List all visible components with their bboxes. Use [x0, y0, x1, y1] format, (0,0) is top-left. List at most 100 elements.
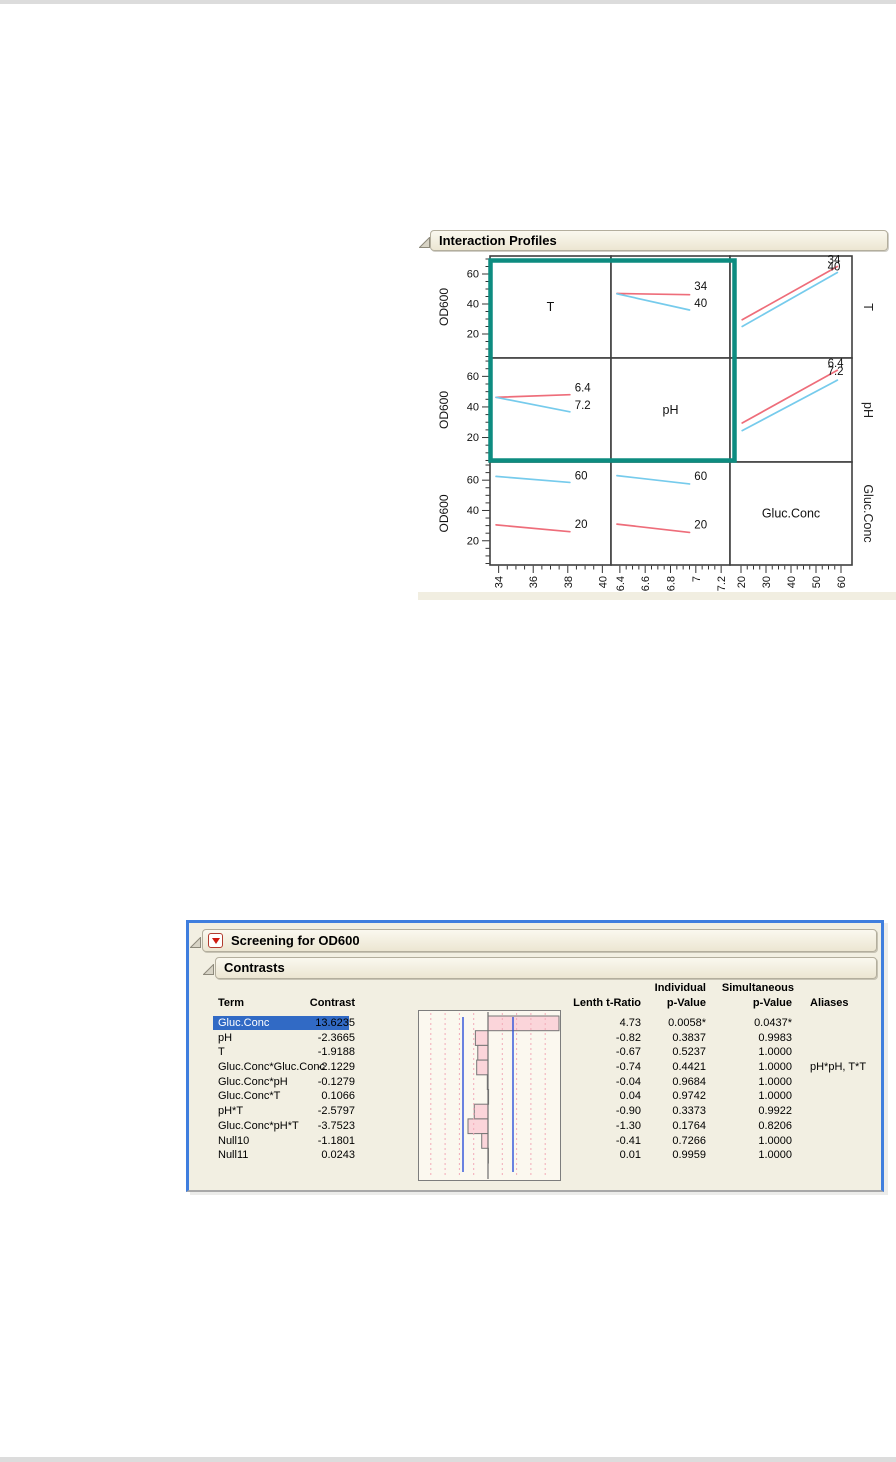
svg-text:20: 20	[467, 535, 479, 547]
contrast-cell: -1.1801	[317, 1134, 355, 1147]
lenth-t-ratio-cell: -0.67	[615, 1046, 641, 1059]
lenth-t-ratio-cell: -1.30	[615, 1119, 641, 1132]
svg-text:Gluc.Conc: Gluc.Conc	[762, 507, 820, 521]
svg-text:60: 60	[575, 470, 588, 482]
lenth-t-ratio-cell: 0.01	[619, 1149, 641, 1162]
disclosure-triangle-icon[interactable]	[418, 235, 430, 248]
table-row[interactable]: Gluc.Conc*T 0.1066 0.04 0.9742 1.0000	[218, 1089, 878, 1104]
simultaneous-p-value-cell: 0.0437*	[754, 1017, 792, 1029]
contrasts-title: Contrasts	[224, 960, 285, 975]
svg-text:36: 36	[528, 576, 540, 588]
svg-text:6.4: 6.4	[828, 358, 845, 370]
table-row[interactable]: Null10 -1.1801 -0.41 0.7266 1.0000	[218, 1134, 878, 1149]
svg-text:7.2: 7.2	[575, 400, 591, 412]
svg-text:40: 40	[828, 261, 841, 273]
header-individual: Individual	[654, 982, 706, 994]
svg-text:60: 60	[467, 371, 479, 383]
simultaneous-p-value-cell: 0.9983	[758, 1031, 792, 1044]
contrast-cell: 13.6235	[315, 1017, 355, 1029]
svg-text:60: 60	[467, 475, 479, 487]
svg-text:OD600: OD600	[437, 288, 451, 326]
interaction-profiles-panel: Interaction Profiles 20 40 60 OD600 T 20 40 60 O…	[418, 228, 896, 600]
contrast-cell: -2.1229	[317, 1061, 355, 1074]
svg-text:40: 40	[467, 505, 479, 517]
simultaneous-p-value-cell: 0.8206	[758, 1119, 792, 1132]
contrast-bar[interactable]	[473, 1103, 489, 1120]
lenth-t-ratio-cell: -0.04	[615, 1075, 641, 1088]
svg-text:OD600: OD600	[437, 391, 451, 429]
lenth-t-ratio-cell: 0.04	[619, 1090, 641, 1103]
simultaneous-p-value-cell: 1.0000	[758, 1061, 792, 1074]
disclosure-triangle-icon[interactable]	[202, 962, 214, 975]
header-lenth-t-ratio: Lenth t-Ratio	[573, 997, 641, 1009]
lenth-t-ratio-cell: -0.41	[615, 1134, 641, 1147]
svg-text:20: 20	[575, 519, 588, 531]
interaction-matrix-svg[interactable]: 20 40 60 OD600 T 20 40 60 OD600 pH 20 40 60 OD600 Gluc…	[418, 228, 896, 600]
contrast-bar[interactable]	[476, 1059, 489, 1076]
contrast-bar-chart[interactable]	[418, 1010, 561, 1181]
term-cell: Gluc.Conc*Gluc.Conc	[218, 1061, 325, 1074]
table-row[interactable]: Gluc.Conc*pH -0.1279 -0.04 0.9684 1.0000	[218, 1075, 878, 1090]
top-border	[0, 0, 896, 4]
header-contrast: Contrast	[309, 997, 355, 1009]
red-triangle-menu-button[interactable]	[208, 933, 223, 948]
interaction-profiles-titlebar[interactable]: Interaction Profiles	[430, 230, 888, 251]
table-row[interactable]: Gluc.Conc 13.6235 4.73 0.0058* 0.0437*	[213, 1016, 878, 1031]
simultaneous-p-value-cell: 0.9922	[758, 1105, 792, 1118]
teal-selection-rect[interactable]	[488, 258, 737, 463]
svg-text:40: 40	[467, 401, 479, 413]
screening-title: Screening for OD600	[231, 933, 360, 948]
svg-text:7.2: 7.2	[716, 576, 728, 591]
table-row[interactable]: pH*T -2.5797 -0.90 0.3373 0.9922	[218, 1104, 878, 1119]
contrasts-titlebar[interactable]: Contrasts	[215, 957, 877, 979]
term-cell: Null11	[218, 1149, 249, 1162]
term-cell: Gluc.Conc*pH*T	[218, 1119, 299, 1132]
individual-p-value-cell: 0.3373	[672, 1105, 706, 1118]
bottom-border	[0, 1457, 896, 1462]
contrast-bar[interactable]	[477, 1044, 489, 1061]
header-term: Term	[218, 997, 245, 1009]
svg-text:7.2: 7.2	[828, 366, 844, 378]
contrast-bar[interactable]	[481, 1133, 489, 1149]
table-row[interactable]: Gluc.Conc*pH*T -3.7523 -1.30 0.1764 0.8206	[218, 1119, 878, 1134]
interaction-profiles-title: Interaction Profiles	[439, 233, 557, 248]
screening-titlebar[interactable]: Screening for OD600	[202, 929, 877, 952]
svg-text:34: 34	[494, 576, 506, 588]
contrast-bar[interactable]	[487, 1015, 560, 1032]
contrast-cell: -0.1279	[317, 1075, 355, 1088]
contrast-cell: -2.5797	[317, 1105, 355, 1118]
contrast-cell: -3.7523	[317, 1119, 355, 1132]
contrast-bar[interactable]	[467, 1118, 489, 1135]
contrast-bar[interactable]	[474, 1030, 489, 1046]
aliases-cell: pH*pH, T*T	[810, 1061, 867, 1074]
individual-p-value-cell: 0.9959	[672, 1149, 706, 1162]
table-row[interactable]: Null11 0.0243 0.01 0.9959 1.0000	[218, 1148, 878, 1163]
table-row[interactable]: T -1.9188 -0.67 0.5237 1.0000	[218, 1045, 878, 1060]
svg-text:20: 20	[694, 520, 707, 532]
individual-p-value-cell: 0.7266	[672, 1134, 706, 1147]
table-row[interactable]: pH -2.3665 -0.82 0.3837 0.9983	[218, 1031, 878, 1046]
svg-text:T: T	[547, 300, 555, 314]
contrast-chart-svg[interactable]	[419, 1011, 560, 1180]
svg-text:60: 60	[694, 471, 707, 483]
svg-text:34: 34	[694, 281, 707, 293]
svg-text:40: 40	[467, 299, 479, 311]
disclosure-triangle-icon[interactable]	[189, 935, 201, 948]
contrast-cell: 0.0243	[321, 1149, 355, 1162]
interaction-profiles-matrix[interactable]: 20 40 60 OD600 T 20 40 60 OD600 pH 20 40 60 OD600 Gluc…	[418, 228, 896, 600]
header-aliases: Aliases	[810, 997, 849, 1009]
simultaneous-p-value-cell: 1.0000	[758, 1075, 792, 1088]
contrast-cell: -1.9188	[317, 1046, 355, 1059]
header-simultaneous: Simultaneous	[721, 982, 794, 994]
term-cell: Gluc.Conc	[213, 1016, 349, 1031]
screening-panel: Screening for OD600 Contrasts Individual…	[186, 920, 884, 1192]
individual-p-value-cell: 0.9684	[672, 1075, 706, 1088]
term-cell: Gluc.Conc*pH	[218, 1075, 288, 1088]
lenth-t-ratio-cell: -0.90	[615, 1105, 641, 1118]
contrast-cell: 0.1066	[321, 1090, 355, 1103]
svg-text:6.8: 6.8	[666, 576, 678, 591]
svg-text:20: 20	[467, 432, 479, 444]
table-row[interactable]: Gluc.Conc*Gluc.Conc -2.1229 -0.74 0.4421 1.0…	[218, 1060, 878, 1075]
term-cell: T	[218, 1046, 225, 1059]
svg-text:7: 7	[691, 576, 703, 582]
